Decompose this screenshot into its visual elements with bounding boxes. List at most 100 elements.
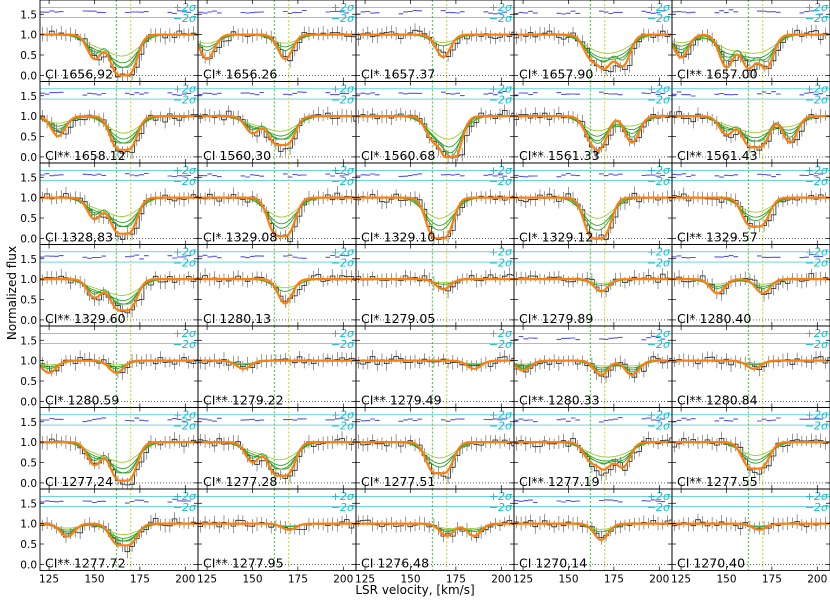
panel-label: CI* 1329.12 bbox=[519, 230, 593, 245]
x-tick-label: 150 bbox=[84, 574, 104, 586]
y-tick-label: 1.5 bbox=[20, 335, 37, 347]
total-model bbox=[198, 278, 355, 305]
y-tick-label: 1.0 bbox=[20, 519, 37, 531]
sigma-label-upper: +2σ bbox=[173, 83, 197, 96]
panel-label: CI* 1280.59 bbox=[45, 393, 119, 408]
sigma-label-lower: −2σ bbox=[173, 501, 197, 514]
panel: +2σ−2σ CI 1560.30 bbox=[197, 81, 357, 164]
residuals bbox=[672, 91, 824, 97]
sigma-label-lower: −2σ bbox=[331, 94, 355, 107]
y-tick-label: 1.0 bbox=[20, 193, 37, 205]
y-tick-label: 0.5 bbox=[20, 458, 37, 470]
panel-label: CI* 1560.68 bbox=[361, 148, 435, 163]
x-tick-label: 175 bbox=[446, 574, 466, 586]
sigma-label-upper: +2σ bbox=[173, 409, 197, 422]
data-spectrum bbox=[198, 110, 356, 152]
x-tick-label: 150 bbox=[400, 574, 420, 586]
sigma-label-upper: +2σ bbox=[647, 83, 671, 96]
total-model bbox=[514, 278, 671, 293]
sigma-label-upper: +2σ bbox=[489, 327, 513, 340]
panel: +2σ−2σ CI 1328.83 0.0 0.5 1.0 1.5 bbox=[20, 162, 199, 245]
panel-label: CI** 1279.22 bbox=[203, 393, 284, 408]
total-model bbox=[672, 196, 829, 228]
total-model bbox=[672, 522, 829, 531]
sigma-label-lower: −2σ bbox=[173, 175, 197, 188]
residuals bbox=[514, 173, 666, 178]
total-model bbox=[198, 196, 355, 238]
residuals bbox=[514, 91, 666, 96]
x-tick-label: 200 bbox=[807, 574, 827, 586]
panel-label: CI 1276.48 bbox=[361, 556, 429, 571]
total-model bbox=[672, 33, 829, 70]
sigma-label-lower: −2σ bbox=[173, 12, 197, 25]
x-tick-label: 200 bbox=[491, 574, 511, 586]
sigma-label-upper: +2σ bbox=[331, 164, 355, 177]
panel: +2σ−2σ CI* 1329.08 bbox=[197, 162, 357, 245]
sigma-label-upper: +2σ bbox=[173, 246, 197, 259]
panel-label: CI** 1277.72 bbox=[45, 556, 126, 571]
sigma-label-lower: −2σ bbox=[173, 257, 197, 270]
component-model bbox=[40, 523, 198, 542]
residuals bbox=[514, 335, 666, 341]
x-tick-label: 175 bbox=[288, 574, 308, 586]
x-tick-label: 175 bbox=[130, 574, 150, 586]
data-spectrum bbox=[40, 275, 198, 314]
residuals bbox=[356, 173, 508, 177]
panel: +2σ−2σ CI** 1279.22 bbox=[197, 325, 357, 408]
total-model bbox=[356, 522, 513, 538]
x-axis-label: LSR velocity, [km/s] bbox=[355, 583, 475, 597]
x-tick-label: 200 bbox=[175, 574, 195, 586]
total-model bbox=[198, 359, 355, 370]
total-model bbox=[198, 441, 355, 477]
panel-label: CI** 1277.95 bbox=[203, 556, 284, 571]
panel-label: CI* 1279.89 bbox=[519, 311, 593, 326]
panel: +2σ−2σ CI* 1280.40 bbox=[671, 244, 830, 327]
total-model bbox=[672, 278, 829, 295]
residuals bbox=[198, 417, 350, 422]
total-model bbox=[672, 115, 829, 149]
panel: +2σ−2σ CI 1276.48 125 150 175 200 bbox=[355, 488, 515, 586]
sigma-label-upper: +2σ bbox=[805, 164, 829, 177]
sigma-label-upper: +2σ bbox=[647, 1, 671, 14]
residuals bbox=[514, 499, 666, 504]
panel-label: CI* 1657.90 bbox=[519, 67, 593, 82]
total-model bbox=[40, 278, 197, 312]
sigma-label-upper: +2σ bbox=[805, 1, 829, 14]
x-tick-label: 150 bbox=[242, 574, 262, 586]
sigma-label-lower: −2σ bbox=[647, 12, 671, 25]
residuals bbox=[672, 417, 824, 423]
panel: +2σ−2σ CI** 1277.19 bbox=[513, 407, 673, 490]
panel: +2σ−2σ CI** 1280.84 bbox=[671, 325, 830, 408]
component-model bbox=[356, 115, 514, 148]
panel: +2σ−2σ CI** 1277.72 0.0 0.5 1.0 1.5 125 150 175 2… bbox=[20, 488, 199, 586]
sigma-label-lower: −2σ bbox=[489, 420, 513, 433]
residuals bbox=[40, 172, 192, 178]
residuals bbox=[672, 173, 824, 178]
sigma-label-lower: −2σ bbox=[647, 338, 671, 351]
sigma-label-upper: +2σ bbox=[173, 164, 197, 177]
panel: +2σ−2σ CI* 1657.90 bbox=[513, 0, 673, 82]
residuals bbox=[672, 253, 824, 259]
total-model bbox=[514, 115, 671, 152]
data-spectrum bbox=[198, 31, 356, 62]
panel: +2σ−2σ CI 1656.92 0.0 0.5 1.0 1.5 bbox=[20, 0, 199, 82]
panel: +2σ−2σ CI** 1277.55 bbox=[671, 407, 830, 490]
x-tick-label: 125 bbox=[513, 574, 533, 586]
panel: +2σ−2σ CI** 1329.57 bbox=[671, 162, 830, 245]
total-model bbox=[356, 441, 513, 475]
sigma-label-upper: +2σ bbox=[647, 164, 671, 177]
panel-label: CI* 1329.08 bbox=[203, 230, 277, 245]
data-spectrum bbox=[198, 438, 356, 479]
y-tick-label: 1.5 bbox=[20, 172, 37, 184]
total-model bbox=[40, 115, 197, 151]
y-tick-label: 0.0 bbox=[20, 478, 37, 490]
sigma-label-upper: +2σ bbox=[173, 1, 197, 14]
panel-label: CI 1656.92 bbox=[45, 67, 113, 82]
residuals bbox=[198, 91, 350, 96]
panel: +2σ−2σ CI 1270.14 125 150 175 200 bbox=[513, 488, 673, 586]
x-tick-label: 200 bbox=[333, 574, 353, 586]
x-tick-label: 200 bbox=[649, 574, 669, 586]
sigma-label-lower: −2σ bbox=[647, 175, 671, 188]
sigma-label-lower: −2σ bbox=[489, 501, 513, 514]
total-model bbox=[40, 522, 197, 547]
